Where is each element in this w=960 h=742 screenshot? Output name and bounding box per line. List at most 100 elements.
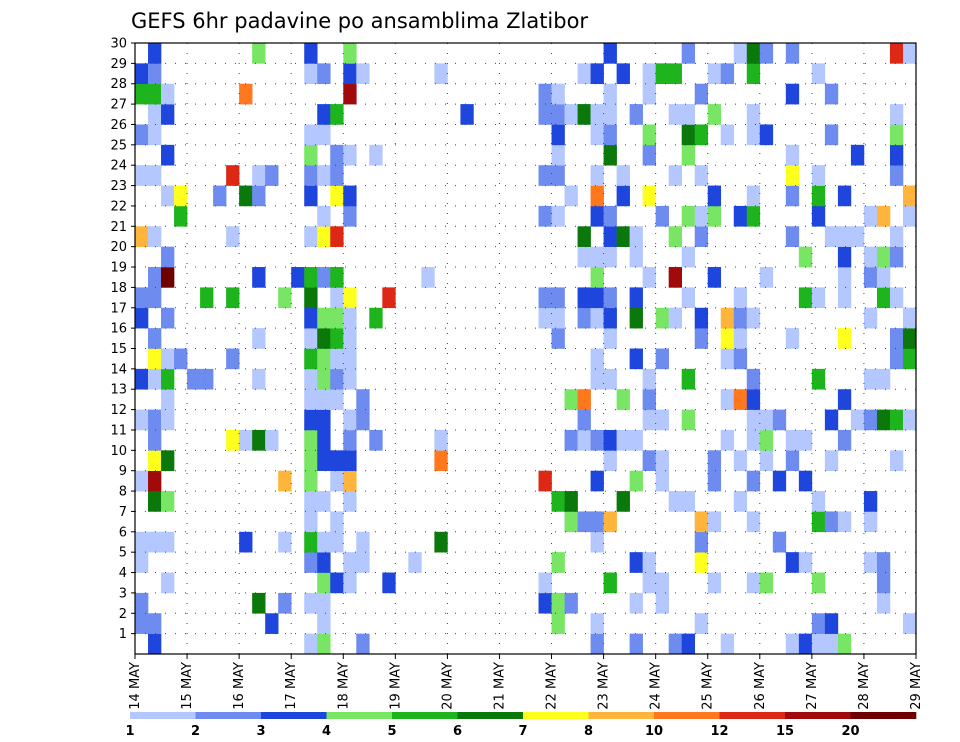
heatmap-cell [863, 491, 878, 512]
heatmap-cell [850, 144, 865, 166]
heatmap-cell [317, 307, 331, 329]
heatmap-cell [187, 368, 201, 390]
heatmap-cell [902, 205, 917, 227]
legend-swatch [261, 712, 327, 719]
heatmap-cell [343, 450, 357, 471]
heatmap-cell [902, 185, 917, 207]
heatmap-cell [317, 450, 331, 471]
heatmap-cell [148, 613, 162, 634]
heatmap-cell [356, 63, 370, 85]
legend-label: 6 [453, 724, 462, 739]
heatmap-cell [837, 389, 852, 410]
heatmap-cell [538, 104, 552, 125]
heatmap-cell [720, 328, 735, 349]
heatmap-cell [902, 307, 917, 329]
heatmap-cell [629, 592, 643, 614]
heatmap-cell [629, 104, 643, 125]
heatmap-cells [135, 43, 917, 655]
heatmap-cell [837, 328, 852, 349]
heatmap-cell [226, 348, 240, 370]
heatmap-cell [876, 572, 891, 594]
heatmap-cell [642, 144, 656, 166]
legend-swatch [392, 712, 458, 719]
heatmap-cell [317, 368, 331, 390]
heatmap-cell [317, 633, 331, 655]
heatmap-cell [148, 328, 162, 349]
heatmap-cell [330, 511, 344, 533]
heatmap-cell [681, 205, 696, 227]
heatmap-cell [616, 491, 630, 512]
heatmap-cell [603, 368, 617, 390]
y-tick-label: 17 [110, 301, 127, 316]
heatmap-cell [759, 572, 774, 594]
heatmap-cell [785, 328, 800, 349]
heatmap-cell [330, 144, 344, 166]
heatmap-cell [902, 328, 917, 349]
heatmap-cell [538, 165, 552, 186]
heatmap-cell [616, 429, 630, 451]
heatmap-cell [239, 531, 253, 553]
heatmap-cell [889, 144, 904, 166]
heatmap-cell [850, 409, 865, 431]
heatmap-cell [148, 470, 162, 492]
heatmap-cell [824, 633, 839, 655]
legend-label: 5 [387, 724, 396, 739]
heatmap-cell [590, 63, 604, 85]
heatmap-cell [304, 389, 318, 410]
heatmap-cell [629, 226, 643, 247]
heatmap-cell [733, 205, 748, 227]
heatmap-cell [759, 450, 774, 471]
y-tick-label: 24 [110, 159, 127, 174]
heatmap-cell [798, 633, 813, 655]
heatmap-cell [343, 368, 357, 390]
heatmap-cell [317, 592, 331, 614]
heatmap-cell [655, 409, 669, 431]
heatmap-cell [876, 267, 891, 288]
heatmap-cell [642, 572, 656, 594]
heatmap-cell [694, 205, 709, 227]
heatmap-cell [577, 226, 591, 247]
y-tick-label: 30 [110, 37, 127, 52]
heatmap-cell [720, 429, 735, 451]
heatmap-cell [811, 613, 826, 634]
heatmap-cell [629, 307, 643, 329]
heatmap-cell [135, 124, 149, 146]
heatmap-cell [720, 124, 735, 146]
heatmap-cell [317, 267, 331, 288]
heatmap-cell [746, 409, 761, 431]
heatmap-cell [837, 185, 852, 207]
grid-lines [135, 43, 916, 654]
heatmap-cell [317, 409, 331, 431]
heatmap-cell [148, 43, 162, 64]
heatmap-cell [863, 307, 878, 329]
heatmap-cell [590, 613, 604, 634]
heatmap-cell [590, 307, 604, 329]
heatmap-cell [148, 368, 162, 390]
heatmap-cell [694, 83, 709, 105]
heatmap-cell [330, 104, 344, 125]
heatmap-cell [889, 226, 904, 247]
heatmap-cell [785, 226, 800, 247]
legend-swatch [130, 712, 196, 719]
heatmap-cell [434, 450, 448, 471]
heatmap-cell [551, 205, 565, 227]
heatmap-cell [707, 450, 722, 471]
heatmap-cell [785, 83, 800, 105]
heatmap-cell [837, 633, 852, 655]
heatmap-cell [642, 409, 656, 431]
y-tick-label: 23 [110, 179, 127, 194]
heatmap-cell [343, 491, 357, 512]
heatmap-cell [746, 124, 761, 146]
heatmap-cell [902, 613, 917, 634]
heatmap-cell [343, 43, 357, 64]
heatmap-cell [707, 104, 722, 125]
heatmap-cell [720, 633, 735, 655]
heatmap-cell [564, 592, 578, 614]
heatmap-cell [161, 185, 175, 207]
heatmap-cell [356, 552, 370, 573]
heatmap-cell [304, 552, 318, 573]
heatmap-cell [538, 287, 552, 309]
heatmap-cell [876, 552, 891, 573]
heatmap-cell [850, 226, 865, 247]
